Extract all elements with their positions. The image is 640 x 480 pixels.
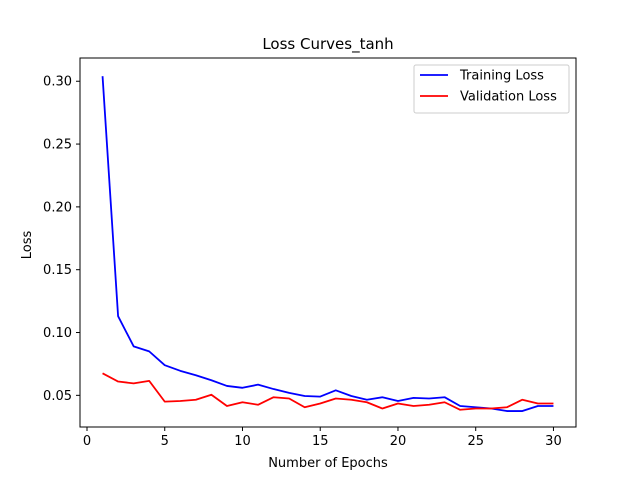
series-line-1 <box>102 372 554 411</box>
x-axis: 0 5 10 15 20 25 30 <box>83 427 562 449</box>
y-tick-label: 0.20 <box>43 200 72 215</box>
y-tick-label: 0.30 <box>43 75 72 90</box>
plot-frame <box>79 57 577 428</box>
x-tick-label: 20 <box>390 434 407 449</box>
legend-box <box>413 64 570 114</box>
legend: Training Loss Validation Loss <box>413 64 570 114</box>
legend-entry-1: Validation Loss <box>460 90 557 105</box>
y-tick-label: 0.15 <box>43 263 72 278</box>
x-tick-label: 15 <box>312 434 329 449</box>
chart-title: Loss Curves_tanh <box>262 35 393 54</box>
plot-area <box>79 57 577 428</box>
x-tick-label: 5 <box>161 434 169 449</box>
y-axis-label: Loss <box>20 231 35 260</box>
legend-entry-0: Training Loss <box>459 69 544 84</box>
series-line-0 <box>101 76 554 412</box>
y-tick-label: 0.25 <box>43 138 72 153</box>
x-axis-label: Number of Epochs <box>268 456 388 471</box>
y-tick-label: 0.05 <box>43 389 72 404</box>
y-axis: 0.05 0.10 0.15 0.20 0.25 0.30 <box>43 75 80 404</box>
x-tick-label: 10 <box>234 434 251 449</box>
x-tick-label: 30 <box>545 434 562 449</box>
y-tick-label: 0.10 <box>43 326 72 341</box>
x-tick-label: 25 <box>467 434 484 449</box>
x-tick-label: 0 <box>83 434 91 449</box>
